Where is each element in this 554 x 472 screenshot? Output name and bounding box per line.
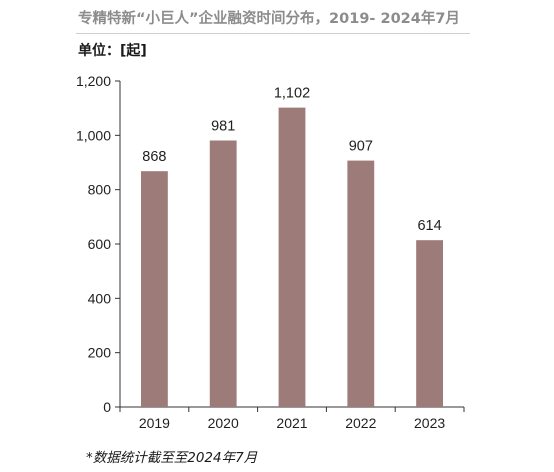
title-divider <box>76 33 470 34</box>
bar-2021 <box>278 107 306 407</box>
data-label: 868 <box>142 149 166 165</box>
y-tick-label: 0 <box>103 399 111 415</box>
y-tick-label: 600 <box>88 236 112 252</box>
x-tick-label: 2023 <box>414 415 445 431</box>
chart-title: 专精特新“小巨人”企业融资时间分布，2019- 2024年7月 <box>78 11 460 27</box>
bar-2019 <box>140 171 168 407</box>
bars <box>140 107 444 407</box>
data-label: 981 <box>211 118 235 134</box>
data-label: 614 <box>417 218 441 234</box>
bar-2023 <box>416 240 444 407</box>
y-tick-label: 400 <box>88 290 112 306</box>
x-tick-label: 2020 <box>208 415 239 431</box>
y-tick-label: 1,000 <box>76 127 111 143</box>
x-axis: 2019 2020 2021 2022 2023 <box>119 406 465 431</box>
x-tick-label: 2019 <box>139 415 170 431</box>
data-label: 907 <box>349 139 373 155</box>
bar-2020 <box>209 140 237 407</box>
y-tick-label: 200 <box>88 345 112 361</box>
y-axis: 0 200 400 600 800 1,000 1,200 <box>76 73 121 415</box>
y-tick-label: 800 <box>88 182 112 198</box>
y-tick-label: 1,200 <box>76 73 111 89</box>
footnote: *数据统计截至至2024年7月 <box>86 450 258 466</box>
x-tick-label: 2022 <box>345 415 376 431</box>
x-tick-label: 2021 <box>276 415 307 431</box>
value-labels: 868 981 1,102 907 614 <box>142 86 441 235</box>
bar-2022 <box>347 160 375 407</box>
unit-label: 单位：[起] <box>78 43 147 59</box>
data-label: 1,102 <box>274 86 310 102</box>
